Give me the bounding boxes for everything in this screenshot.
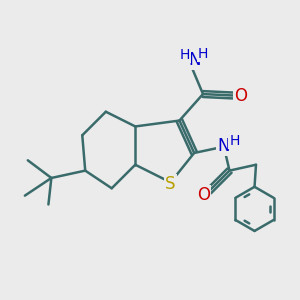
- Text: S: S: [165, 175, 176, 193]
- Text: H: H: [198, 47, 208, 61]
- Text: O: O: [234, 86, 247, 104]
- Text: N: N: [218, 136, 230, 154]
- Text: N: N: [188, 51, 200, 69]
- Text: H: H: [229, 134, 240, 148]
- Text: O: O: [197, 186, 210, 204]
- Text: H: H: [180, 48, 190, 62]
